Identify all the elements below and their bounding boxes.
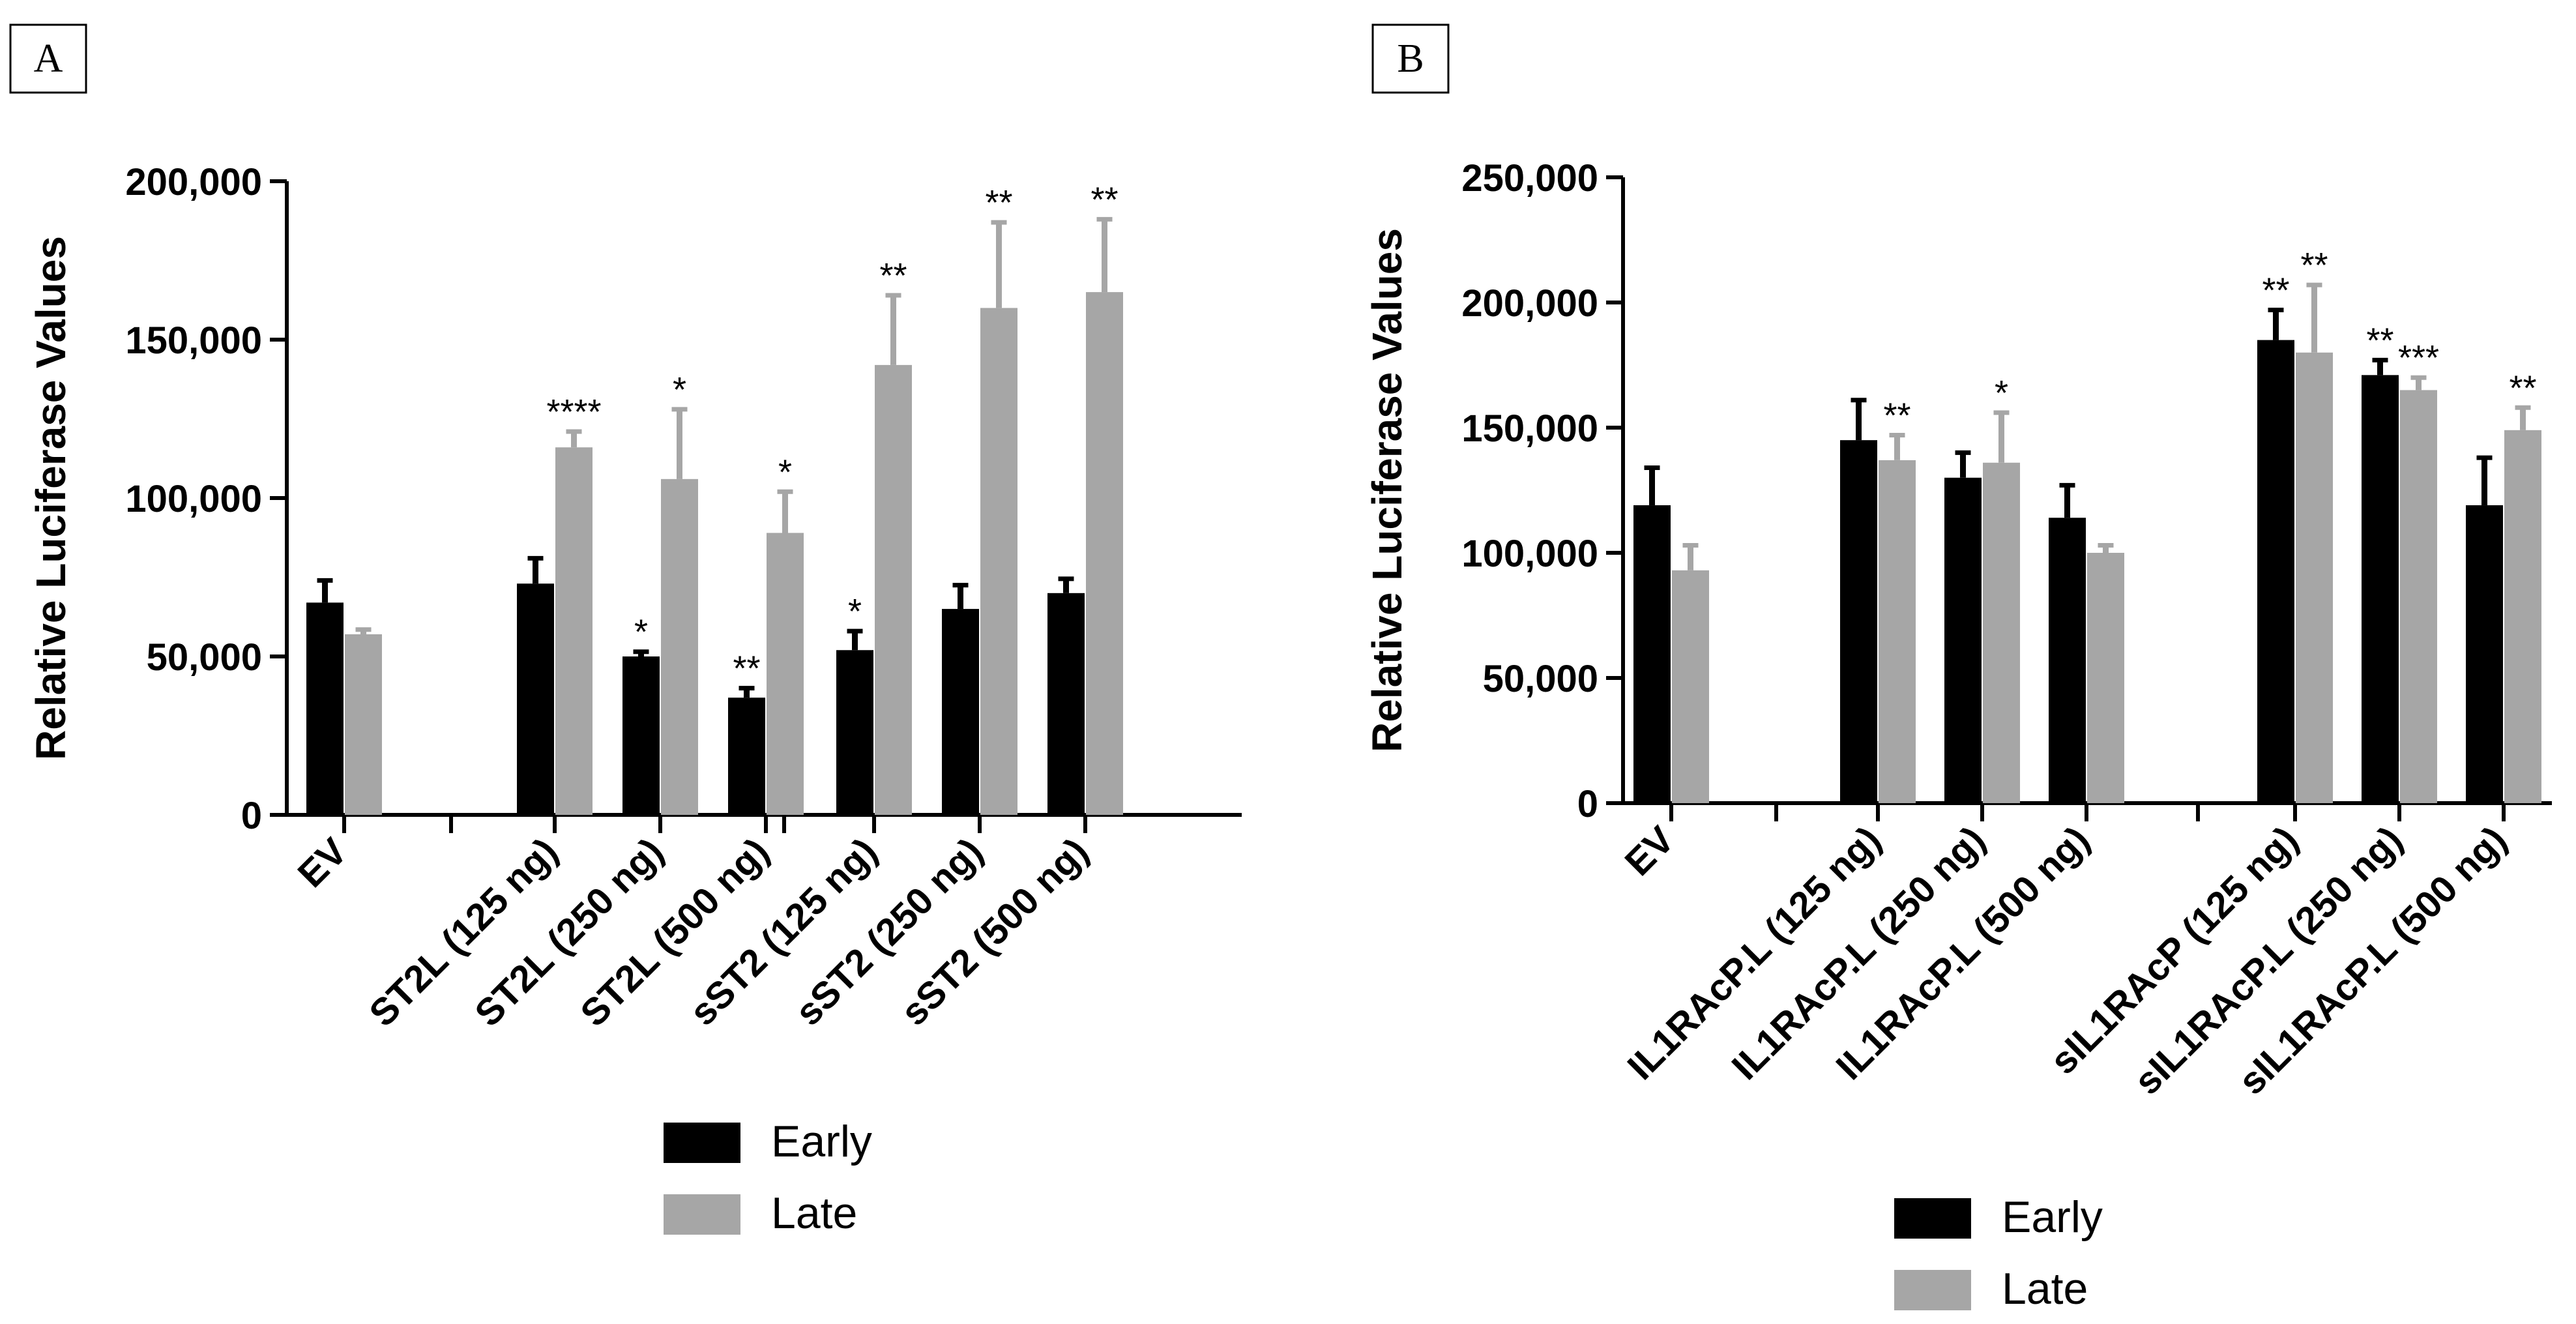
legend-swatch-early <box>664 1123 740 1163</box>
bar-late <box>1086 292 1123 816</box>
bar-late <box>661 478 698 815</box>
panel-a-label: A <box>9 23 87 94</box>
bar-early <box>1047 593 1085 815</box>
legend-label-early: Early <box>771 1117 872 1166</box>
bar-early <box>2257 340 2294 803</box>
bar-early <box>836 650 873 815</box>
x-tick-label: ST2L (250 ng) <box>467 830 671 1035</box>
bar-early <box>1944 477 1982 803</box>
bar-late <box>2087 553 2124 803</box>
x-tick-label: sST2 (500 ng) <box>893 830 1097 1034</box>
y-tick-label: 250,000 <box>1461 157 1598 199</box>
significance-label: * <box>848 592 862 631</box>
bar-late <box>1879 460 1916 803</box>
y-tick-label: 150,000 <box>125 319 262 362</box>
y-tick-label: 100,000 <box>125 478 262 520</box>
legend-swatch-early <box>1894 1198 1971 1239</box>
y-axis-label: Relative Luciferase Values <box>1364 228 1411 752</box>
significance-label: ** <box>1090 180 1118 219</box>
bar-late <box>980 308 1017 815</box>
x-tick-label: EV <box>290 830 356 896</box>
y-tick-label: 200,000 <box>125 161 262 203</box>
significance-label: *** <box>2398 338 2439 377</box>
significance-label: * <box>778 452 792 492</box>
bar-early <box>306 602 344 815</box>
significance-label: * <box>1995 374 2008 413</box>
bar-early <box>622 656 660 815</box>
y-tick-label: 200,000 <box>1461 282 1598 325</box>
bar-late <box>1672 570 1709 803</box>
significance-label: * <box>634 613 648 652</box>
y-tick-label: 0 <box>241 795 262 837</box>
significance-label: ** <box>2366 321 2393 360</box>
chart-panel-a: Relative Luciferase Values 0 50,000 100,000… <box>27 161 1242 1238</box>
x-tick-label: sST2 (250 ng) <box>787 830 991 1034</box>
panel-b-label-text: B <box>1397 37 1424 81</box>
panel-b-label: B <box>1371 23 1450 94</box>
panel-a-label-text: A <box>34 37 63 81</box>
bar-early <box>2466 505 2503 803</box>
bar-early <box>1633 505 1671 803</box>
y-tick-label: 150,000 <box>1461 407 1598 450</box>
bar-early <box>1840 440 1877 803</box>
bar-early <box>728 698 765 815</box>
bar-early <box>942 609 979 815</box>
bar-late <box>345 634 382 815</box>
significance-label: ** <box>2509 368 2536 407</box>
x-tick-label: sST2 (125 ng) <box>682 830 886 1034</box>
legend-label-late: Late <box>2002 1264 2088 1314</box>
significance-label: ** <box>2262 271 2289 310</box>
bar-late <box>2400 390 2437 803</box>
bar-late <box>1983 462 2020 803</box>
legend-swatch-late <box>1894 1270 1971 1310</box>
chart-panel-b: Relative Luciferase Values 0 50,000 100,000… <box>1364 157 2552 1314</box>
significance-label: ** <box>879 256 907 295</box>
bar-late <box>555 447 593 815</box>
bar-early <box>2362 375 2399 803</box>
significance-label: ** <box>733 649 760 688</box>
legend-swatch-late <box>664 1194 740 1235</box>
bar-early <box>517 583 554 815</box>
significance-label: ** <box>2300 246 2328 285</box>
y-tick-label: 50,000 <box>147 636 262 679</box>
y-axis-label: Relative Luciferase Values <box>27 236 74 760</box>
y-tick-label: 0 <box>1577 783 1598 825</box>
bar-early <box>2049 518 2086 803</box>
x-tick-label: EV <box>1617 818 1683 884</box>
legend: Early Late <box>1894 1192 2103 1314</box>
x-tick-label: ST2L (125 ng) <box>361 830 566 1035</box>
y-tick-label: 100,000 <box>1461 533 1598 575</box>
significance-label: ** <box>1883 396 1910 435</box>
y-tick-label: 50,000 <box>1483 658 1598 700</box>
significance-label: * <box>673 370 686 409</box>
significance-label: ** <box>985 183 1012 222</box>
legend-label-early: Early <box>2002 1192 2103 1242</box>
x-tick-label: ST2L (500 ng) <box>572 830 777 1035</box>
legend-label-late: Late <box>771 1188 857 1238</box>
bar-late <box>2504 430 2541 803</box>
bar-late <box>875 364 912 815</box>
bar-late <box>2296 352 2333 803</box>
significance-label: **** <box>546 392 601 432</box>
bar-late <box>767 533 804 815</box>
legend: Early Late <box>664 1117 872 1238</box>
